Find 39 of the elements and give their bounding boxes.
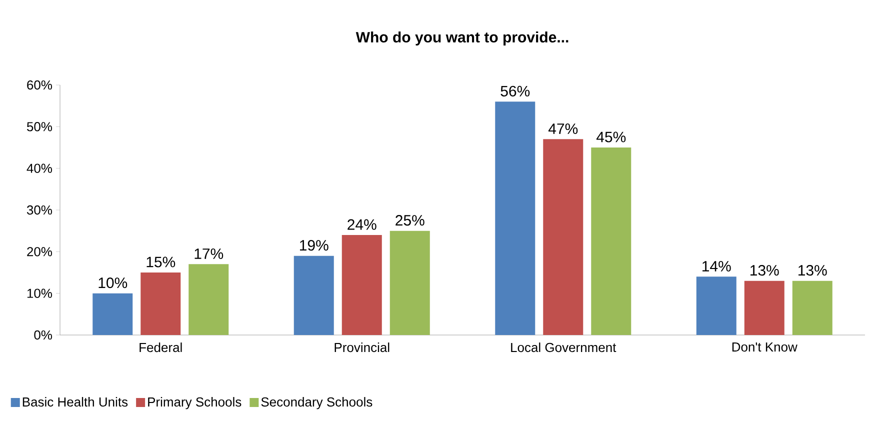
x-tick-label: Local Government (511, 342, 616, 352)
bar (342, 235, 382, 335)
y-tick-label: 50% (26, 122, 52, 132)
y-tick-label: 30% (26, 205, 52, 215)
x-tick-label: Don't Know (732, 342, 798, 352)
data-label: 15% (146, 256, 176, 268)
data-label: 56% (500, 86, 530, 96)
data-label: 45% (596, 132, 626, 142)
legend-label: Primary Schools (148, 397, 242, 410)
bar (543, 139, 584, 335)
bar (92, 293, 133, 335)
data-label: 14% (702, 260, 731, 272)
x-tick-label: Federal (140, 342, 182, 352)
bar (495, 102, 536, 335)
x-tick-label: Provincial (334, 342, 390, 352)
data-label: 47% (548, 123, 578, 134)
bar (591, 148, 632, 335)
data-label: 17% (194, 248, 224, 259)
y-tick-label: 20% (27, 247, 52, 256)
bar (294, 256, 334, 335)
data-label: 24% (348, 219, 376, 230)
bar (792, 280, 832, 335)
legend-label: Basic Health Units (22, 397, 128, 407)
bar (696, 276, 736, 335)
bar (390, 230, 430, 335)
y-tick-label: 0% (34, 330, 52, 340)
chart-title: Who do you want to provide... (356, 32, 568, 46)
bar (140, 272, 181, 335)
data-label: 25% (396, 215, 424, 226)
bar (744, 280, 784, 335)
bar (188, 264, 229, 335)
y-tick-label: 10% (27, 288, 52, 298)
y-tick-label: 40% (26, 164, 52, 173)
data-label: 19% (300, 240, 328, 251)
y-tick-label: 60% (27, 80, 52, 90)
legend-label: Secondary Schools (261, 397, 372, 410)
data-label: 10% (98, 278, 128, 288)
data-label: 13% (750, 265, 779, 276)
data-label: 13% (798, 265, 827, 276)
